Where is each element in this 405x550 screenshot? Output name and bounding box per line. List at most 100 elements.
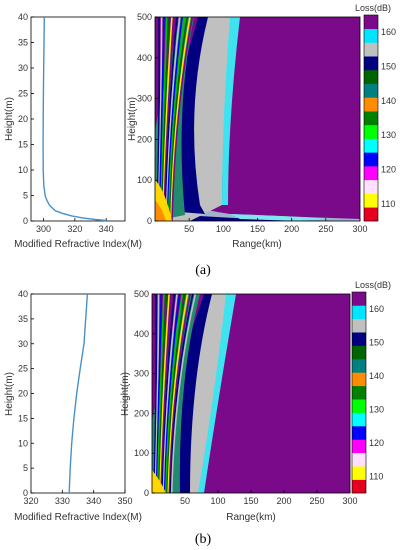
x-tick-label: 340: [99, 224, 114, 234]
fringe-line: [157, 294, 168, 493]
panel-b-caption: (b): [195, 532, 212, 547]
profile-a-ylabel: Height(m): [4, 97, 15, 141]
colorbar-band: [364, 42, 378, 57]
duct-edge-a: [230, 214, 330, 221]
heatmap-a-ylabel: Height(m): [127, 97, 138, 141]
heatmap-b-xlabel: Range(km): [226, 512, 275, 523]
fringe-line: [165, 17, 181, 221]
x-tick-label: 350: [117, 496, 132, 506]
colorbar-tick-label: 120: [369, 438, 384, 448]
y-tick-label: 20: [18, 389, 28, 399]
fringe-line: [153, 294, 158, 493]
colorbar-b: Loss(dB) 110 120 130 140 150 160: [351, 280, 391, 494]
colorbar-a-title: Loss(dB): [355, 3, 391, 13]
wedge-b-cyan: [198, 294, 236, 493]
y-tick-label: 500: [134, 289, 149, 299]
colorbar-band: [352, 332, 366, 346]
fringe-line: [166, 294, 186, 493]
colorbar-band: [352, 399, 366, 413]
colorbar-band: [364, 97, 378, 112]
x-tick-label: 150: [243, 496, 258, 506]
x-tick-label: 300: [352, 224, 367, 234]
y-tick-label: 25: [18, 364, 28, 374]
x-tick-label: 200: [284, 224, 299, 234]
colorbar-a: Loss(dB) 110 120 130 140 150 160: [355, 3, 396, 222]
heatmap-a-xlabel: Range(km): [232, 239, 281, 250]
fringe-line: [165, 294, 184, 493]
duct-band-a: [155, 196, 360, 221]
colorbar-band: [352, 466, 366, 480]
profile-b-frame: [30, 293, 126, 494]
x-tick-label: 250: [309, 496, 324, 506]
fringe-line: [171, 17, 194, 221]
colorbar-band: [352, 318, 366, 333]
y-tick-label: 0: [23, 488, 28, 498]
fringe-line: [167, 294, 189, 493]
x-tick-label: 340: [86, 496, 101, 506]
colorbar-band: [364, 69, 378, 84]
fringe-line: [168, 17, 189, 221]
colorbar-band: [352, 292, 366, 306]
x-tick-label: 320: [67, 224, 82, 234]
colorbar-band: [352, 412, 366, 427]
colorbar-tick-label: 140: [369, 371, 384, 381]
y-tick-label: 15: [18, 413, 28, 423]
profile-a-curve: [42, 16, 107, 222]
y-tick-label: 500: [137, 12, 152, 22]
colorbar-band: [364, 83, 378, 98]
fringe-line: [160, 294, 173, 493]
heatmap-b-fringes: [152, 294, 236, 493]
x-tick-label: 250: [318, 224, 333, 234]
y-tick-label: 20: [18, 114, 28, 124]
fringe-line: [166, 17, 183, 221]
colorbar-band: [352, 439, 366, 454]
y-tick-label: 15: [18, 140, 28, 150]
source-spot-b: [152, 470, 166, 493]
y-tick-label: 35: [18, 314, 28, 324]
colorbar-band: [352, 359, 366, 373]
y-tick-label: 300: [137, 94, 152, 104]
colorbar-tick-label: 110: [381, 199, 395, 209]
colorbar-band: [352, 479, 366, 494]
y-tick-label: 100: [137, 175, 152, 185]
x-tick-label: 50: [180, 496, 190, 506]
colorbar-tick-label: 130: [369, 404, 384, 414]
colorbar-frame: [351, 291, 367, 494]
colorbar-tick-label: 140: [381, 96, 396, 106]
x-tick-label: 100: [216, 224, 231, 234]
colorbar-band: [352, 345, 366, 360]
heatmap-b-ylabel: Height(m): [120, 372, 131, 416]
y-tick-label: 0: [23, 216, 28, 226]
fringe-line: [170, 294, 197, 493]
colorbar-band: [364, 179, 378, 194]
colorbar-frame: [363, 14, 379, 222]
panel-a: 0 5 10 15 20 25 30 35 40 300 320 340 Height(m) Modi…: [4, 3, 396, 278]
panel-a-caption: (a): [195, 263, 211, 278]
y-tick-label: 10: [18, 165, 28, 175]
y-tick-label: 200: [137, 134, 152, 144]
fringe-line: [162, 294, 178, 493]
colorbar-band: [364, 193, 378, 208]
colorbar-b-title: Loss(dB): [355, 280, 391, 290]
profile-chart-a: 0 5 10 15 20 25 30 35 40 300 320 340 Height(m) Modi…: [4, 12, 142, 250]
colorbar-tick-label: 130: [381, 130, 396, 140]
panel-b: 0 5 10 15 20 25 30 35 40 320 330 340 350 Height(m) M…: [4, 280, 391, 547]
x-tick-label: 150: [250, 224, 265, 234]
y-tick-label: 100: [134, 448, 149, 458]
y-tick-label: 300: [134, 369, 149, 379]
colorbar-band: [364, 56, 378, 71]
colorbar-band: [364, 111, 378, 126]
loss-heatmap-b: 0 100 200 300 400 500 50 100 150 200 250 300 Height…: [120, 289, 358, 523]
colorbar-band: [352, 452, 366, 467]
fringe-line: [163, 17, 176, 221]
x-tick-label: 200: [276, 496, 291, 506]
x-tick-label: 300: [342, 496, 357, 506]
colorbar-band: [352, 372, 366, 387]
y-tick-label: 400: [137, 53, 152, 63]
duct-core-a: [155, 212, 330, 221]
fringe-line: [154, 294, 160, 493]
colorbar-band: [364, 207, 378, 222]
y-tick-label: 5: [23, 463, 28, 473]
profile-b-curve: [68, 293, 89, 494]
